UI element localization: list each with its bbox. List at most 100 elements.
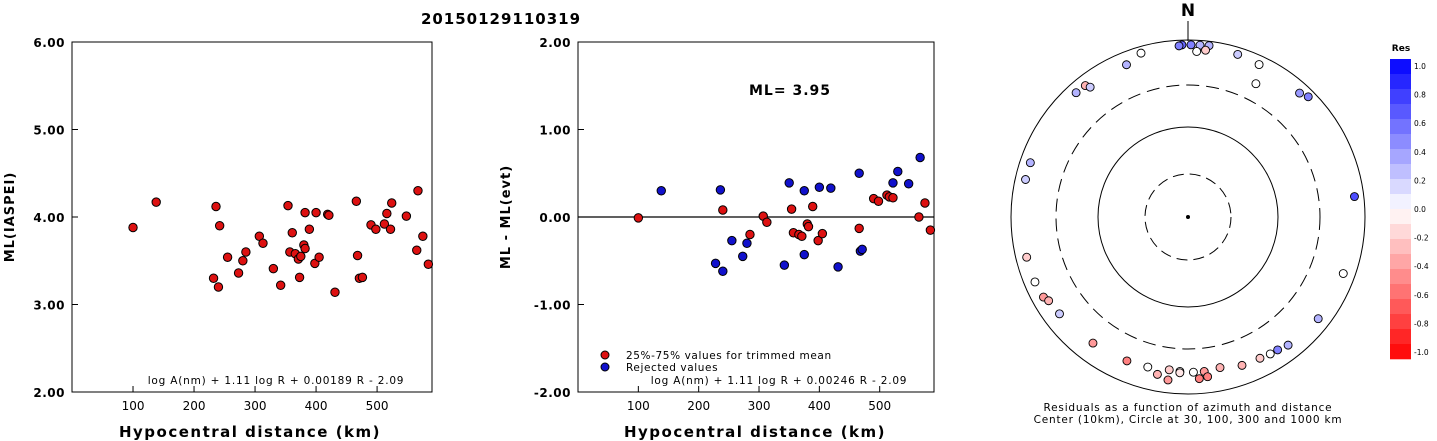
plot1-formula: log A(nm) + 1.11 log R + 0.00189 R - 2.0… [148, 375, 405, 387]
polar-data-point [1192, 47, 1202, 56]
colorbar-cell [1390, 164, 1411, 180]
data-point [826, 183, 836, 193]
data-point [784, 178, 794, 188]
colorbar-cells [1390, 59, 1411, 360]
data-point [351, 196, 362, 206]
polar-data-point [1295, 88, 1305, 98]
colorbar-tick-label: 0.4 [1414, 148, 1426, 157]
p2-ytick-label: -1.00 [534, 299, 571, 313]
data-point [803, 221, 814, 232]
polar-data-point [1215, 363, 1225, 373]
data-point [914, 212, 924, 222]
data-point [715, 185, 726, 195]
data-point [412, 245, 422, 255]
colorbar-cell [1390, 59, 1411, 75]
data-point [854, 168, 864, 178]
residual-distance-plot: 100 200 300 400 500 -2.00 -1.00 0.00 1.00 2.00 ML… [499, 36, 936, 441]
colorbar-tick-label: 0.8 [1414, 91, 1426, 100]
colorbar-cell [1390, 344, 1411, 360]
data-point [283, 200, 293, 211]
polar-data-point [1283, 340, 1293, 350]
polar-data-point [1175, 368, 1185, 378]
p1-ytick-label: 6.00 [33, 36, 65, 50]
polar-data-point [1085, 82, 1095, 92]
polar-data-point [1303, 92, 1313, 102]
colorbar-cell [1390, 254, 1411, 270]
data-point [413, 186, 423, 196]
north-label: N [1181, 1, 1195, 21]
polar-data-point [1044, 296, 1054, 306]
azimuth-residual-plot: N Residuals as a function of azimuth and… [1010, 1, 1366, 426]
p1-xtick-label: 500 [366, 399, 389, 413]
p1-ytick-label: 2.00 [33, 386, 65, 400]
data-point [304, 224, 315, 234]
data-point [128, 222, 138, 233]
polar-data-point [1152, 369, 1162, 379]
p1-ytick-label: 3.00 [33, 299, 65, 313]
data-point [814, 182, 825, 192]
polar-data-point [1265, 349, 1275, 359]
data-point [214, 221, 225, 231]
colorbar-title: Res [1392, 44, 1410, 54]
polar-data-point [1174, 41, 1184, 51]
polar-data-point [1022, 252, 1032, 262]
plot2-ticks: 100 200 300 400 500 -2.00 -1.00 0.00 1.00 2.00 [534, 36, 891, 413]
colorbar-cell [1390, 329, 1411, 345]
colorbar-tick-label: -0.2 [1414, 234, 1429, 243]
data-point [296, 251, 306, 262]
ring-1000km [1010, 39, 1366, 395]
data-point [352, 250, 363, 261]
data-point [833, 262, 843, 272]
legend-label-rejected: Rejected values [626, 362, 718, 374]
colorbar-cell [1390, 269, 1411, 285]
data-point [379, 219, 390, 229]
colorbar-cell [1390, 299, 1411, 315]
p1-xtick-label: 100 [122, 399, 145, 413]
polar-points [1021, 40, 1359, 385]
plot1-xlabel: Hypocentral distance (km) [119, 423, 381, 441]
data-point [401, 211, 412, 221]
data-point [915, 152, 925, 163]
ring-100km [1097, 126, 1279, 308]
data-point [233, 268, 244, 278]
polar-data-point [1255, 353, 1265, 363]
plot1-ticks: 100 200 300 400 500 2.00 3.00 4.00 5.00 6.00 [33, 36, 388, 413]
p1-xtick-label: 400 [305, 399, 328, 413]
data-point [888, 193, 898, 203]
colorbar-tick-label: -0.8 [1414, 319, 1429, 328]
data-point [873, 196, 884, 206]
ring-300km [1055, 84, 1321, 350]
colorbar-tick-label: 1.0 [1414, 62, 1426, 71]
data-point [330, 287, 340, 297]
data-point [854, 223, 864, 234]
data-point [275, 280, 286, 290]
plot2-points [633, 152, 936, 276]
data-point [371, 224, 381, 234]
plot1-points [128, 186, 434, 297]
data-point [311, 207, 321, 218]
data-point [258, 238, 268, 248]
data-point [268, 263, 279, 274]
colorbar-cell [1390, 314, 1411, 330]
data-point [893, 166, 903, 177]
data-point [710, 258, 721, 269]
data-point [813, 235, 823, 246]
data-point [888, 178, 898, 188]
data-point [903, 179, 914, 189]
colorbar-cell [1390, 119, 1411, 135]
colorbar-cell [1390, 224, 1411, 240]
plot2-formula: log A(nm) + 1.11 log R + 0.00246 R - 2.0… [651, 375, 908, 387]
data-point [762, 217, 772, 227]
p2-ytick-label: -2.00 [534, 386, 571, 400]
data-point [797, 231, 807, 241]
colorbar-cell [1390, 194, 1411, 210]
magnitude-distance-plot: 100 200 300 400 500 2.00 3.00 4.00 5.00 6.00 Hypo… [3, 36, 434, 441]
ring-30km [1144, 173, 1232, 261]
polar-data-point [1237, 360, 1247, 370]
polar-caption-1: Residuals as a function of azimuth and d… [1044, 402, 1333, 414]
polar-data-point [1143, 362, 1153, 372]
data-point [423, 259, 434, 269]
p2-ytick-label: 2.00 [539, 36, 571, 50]
polar-data-point [1338, 269, 1348, 278]
